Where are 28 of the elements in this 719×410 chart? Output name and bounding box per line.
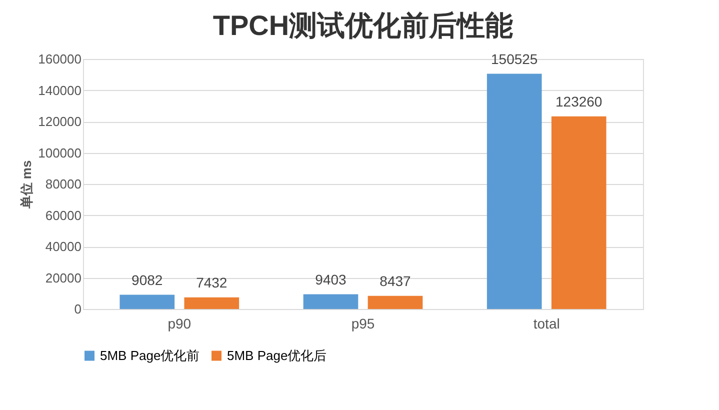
- x-tick-label: p95: [351, 316, 375, 332]
- y-tick-label: 40000: [45, 239, 82, 254]
- x-tick-label: p90: [168, 316, 192, 332]
- data-label: 123260: [556, 93, 602, 110]
- data-label: 150525: [490, 50, 538, 67]
- data-label: 7432: [196, 274, 228, 290]
- y-tick-label: 0: [74, 302, 82, 316]
- data-label: 9082: [132, 272, 163, 288]
- y-tick-label: 20000: [45, 270, 82, 286]
- bar: [184, 297, 240, 309]
- y-tick-label: 100000: [38, 145, 82, 160]
- bar: [303, 294, 358, 309]
- y-axis-title: 单位 ms: [19, 160, 34, 210]
- bar: [120, 294, 175, 309]
- y-tick-label: 140000: [38, 82, 82, 98]
- bar: [368, 296, 423, 309]
- y-tick-label: 60000: [45, 208, 82, 223]
- y-tick-label: 120000: [38, 114, 82, 129]
- legend-label: 5MB Page优化前: [100, 348, 200, 363]
- chart-title: TPCH测试优化前后性能: [212, 10, 514, 41]
- y-tick-label: 80000: [45, 176, 82, 192]
- x-tick-label: total: [533, 316, 560, 332]
- bar: [551, 116, 606, 309]
- y-tick-label: 160000: [38, 52, 82, 66]
- bar: [486, 74, 542, 309]
- data-label: 8437: [380, 272, 412, 289]
- data-label: 9403: [315, 271, 347, 288]
- legend-label: 5MB Page优化后: [227, 348, 327, 363]
